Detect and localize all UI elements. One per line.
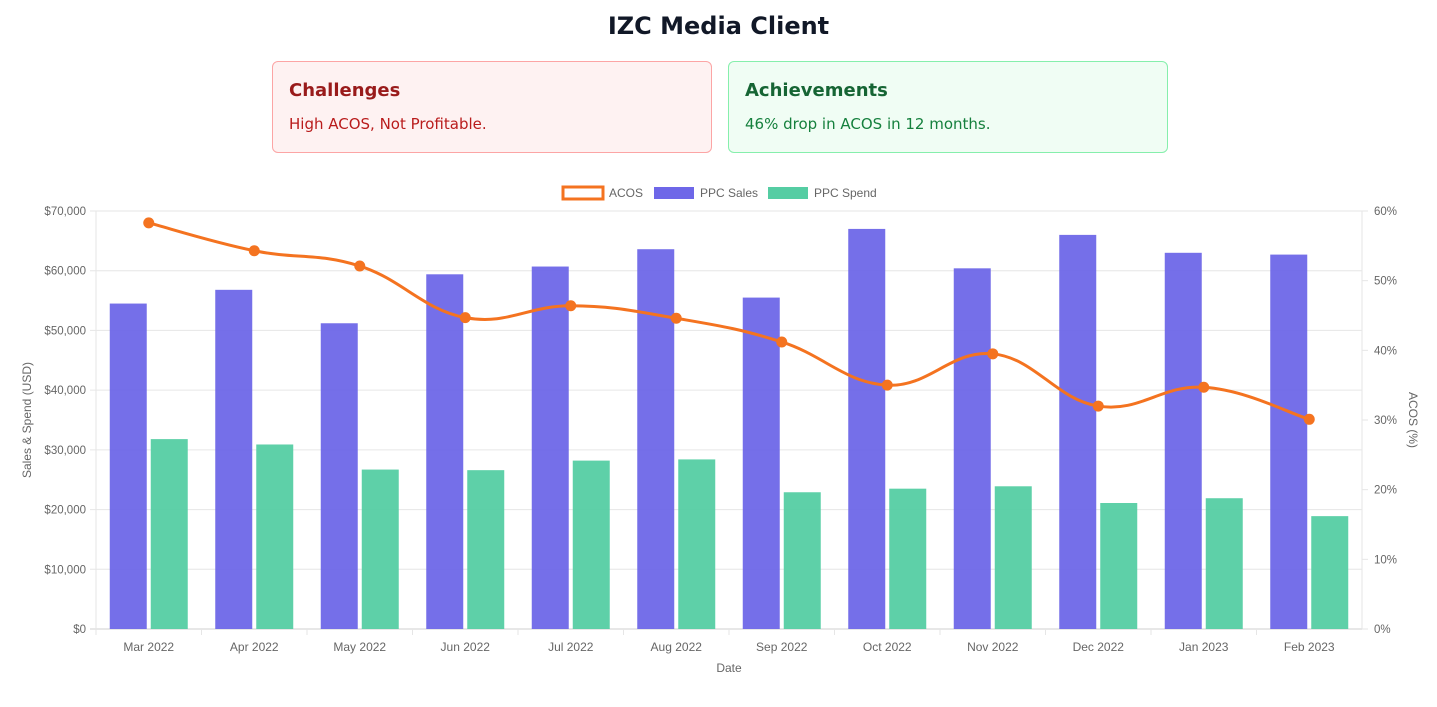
ppc-sales-bar: [637, 249, 675, 629]
achievements-card: Achievements 46% drop in ACOS in 12 mont…: [728, 61, 1168, 153]
y-tick-label: $60,000: [44, 266, 86, 278]
x-tick-label: Jan 2023: [1179, 640, 1229, 654]
y2-tick-label: 0%: [1374, 624, 1391, 636]
y2-tick-label: 20%: [1374, 485, 1397, 497]
acos-point: [881, 379, 893, 391]
x-tick-label: Feb 2023: [1284, 640, 1335, 654]
ppc-sales-bar: [1164, 252, 1202, 630]
x-tick-label: Jun 2022: [441, 640, 491, 654]
legend-swatch-ppc-sales: [654, 187, 694, 199]
ppc-spend-bar: [361, 469, 399, 629]
acos-point: [1092, 400, 1104, 412]
challenges-title: Challenges: [289, 80, 401, 101]
acos-point: [248, 245, 260, 257]
x-tick-label: May 2022: [333, 640, 386, 654]
y2-tick-label: 10%: [1374, 554, 1397, 566]
bar-series: [109, 228, 1349, 630]
y-tick-label: $50,000: [44, 325, 86, 337]
ppc-spend-bar: [783, 492, 821, 629]
acos-point: [1198, 381, 1210, 393]
acos-point: [354, 260, 366, 272]
legend-label: ACOS: [609, 186, 643, 200]
ppc-sales-bar: [1059, 234, 1097, 629]
ppc-sales-bar: [215, 289, 253, 629]
ppc-spend-bar: [1100, 503, 1138, 629]
y2-tick-label: 60%: [1374, 206, 1397, 218]
y-tick-label: $20,000: [44, 505, 86, 517]
legend-label: PPC Sales: [700, 186, 758, 200]
ppc-spend-bar: [467, 470, 505, 629]
acos-line: [148, 221, 1310, 421]
y2-tick-label: 30%: [1374, 415, 1397, 427]
ppc-spend-bar: [150, 439, 188, 629]
ppc-spend-bar: [678, 459, 716, 629]
achievements-title: Achievements: [745, 80, 888, 101]
challenges-card: Challenges High ACOS, Not Profitable.: [272, 61, 712, 153]
sales-acos-chart: ACOS PPC Sales PPC Spend $0$10,000$20,000$…: [20, 185, 1420, 675]
ppc-spend-bar: [889, 488, 927, 629]
ppc-sales-bar: [848, 228, 886, 629]
ppc-sales-bar: [1270, 254, 1308, 629]
y2-tick-label: 50%: [1374, 276, 1397, 288]
x-tick-label: Jul 2022: [548, 640, 594, 654]
ppc-spend-bar: [1205, 498, 1243, 629]
acos-point: [565, 300, 577, 312]
ppc-sales-bar: [109, 303, 147, 629]
x-tick-label: Oct 2022: [863, 640, 912, 654]
ppc-sales-bar: [320, 323, 358, 629]
y-axis-right: 0% 10% 20% 30% 40% 50% 60%: [1362, 206, 1397, 636]
ppc-sales-bar: [742, 297, 780, 629]
y-tick-label: $10,000: [44, 564, 86, 576]
ppc-sales-bar: [426, 274, 464, 629]
y-axis-label: Sales & Spend (USD): [20, 362, 34, 478]
chart-gridlines: [90, 210, 1363, 630]
x-tick-label: Mar 2022: [123, 640, 174, 654]
y-tick-label: $70,000: [44, 206, 86, 218]
y-tick-label: $0: [73, 624, 86, 636]
y-tick-label: $40,000: [44, 385, 86, 397]
x-tick-label: Dec 2022: [1073, 640, 1125, 654]
y-tick-label: $30,000: [44, 445, 86, 457]
acos-point: [143, 217, 155, 229]
legend-swatch-acos: [561, 185, 605, 201]
acos-line-series: [143, 217, 1315, 425]
ppc-spend-bar: [256, 444, 294, 629]
y2-axis-label: ACOS (%): [1406, 392, 1420, 448]
x-tick-label: Nov 2022: [967, 640, 1019, 654]
acos-point: [459, 312, 471, 324]
x-tick-label: Aug 2022: [651, 640, 703, 654]
ppc-sales-bar: [953, 268, 991, 629]
ppc-spend-bar: [994, 486, 1032, 629]
y2-tick-label: 40%: [1374, 345, 1397, 357]
ppc-spend-bar: [1311, 516, 1349, 629]
x-axis: Mar 2022 Apr 2022 May 2022 Jun 2022 Jul 2022…: [95, 629, 1335, 654]
acos-point: [776, 336, 788, 348]
chart-legend: ACOS PPC Sales PPC Spend: [561, 185, 877, 201]
acos-point: [670, 312, 682, 324]
achievements-text: 46% drop in ACOS in 12 months.: [745, 115, 991, 133]
acos-point: [1303, 413, 1315, 425]
ppc-sales-bar: [531, 266, 569, 629]
challenges-text: High ACOS, Not Profitable.: [289, 115, 487, 133]
legend-label: PPC Spend: [814, 186, 877, 200]
y-axis-left: $0 $10,000 $20,000 $30,000 $40,000 $50,000 $60…: [44, 206, 86, 636]
x-axis-label: Date: [716, 661, 742, 675]
legend-swatch-ppc-spend: [768, 187, 808, 199]
acos-point: [987, 348, 999, 360]
x-tick-label: Apr 2022: [230, 640, 279, 654]
page-title: IZC Media Client: [607, 12, 830, 40]
ppc-spend-bar: [572, 460, 610, 629]
x-tick-label: Sep 2022: [756, 640, 808, 654]
